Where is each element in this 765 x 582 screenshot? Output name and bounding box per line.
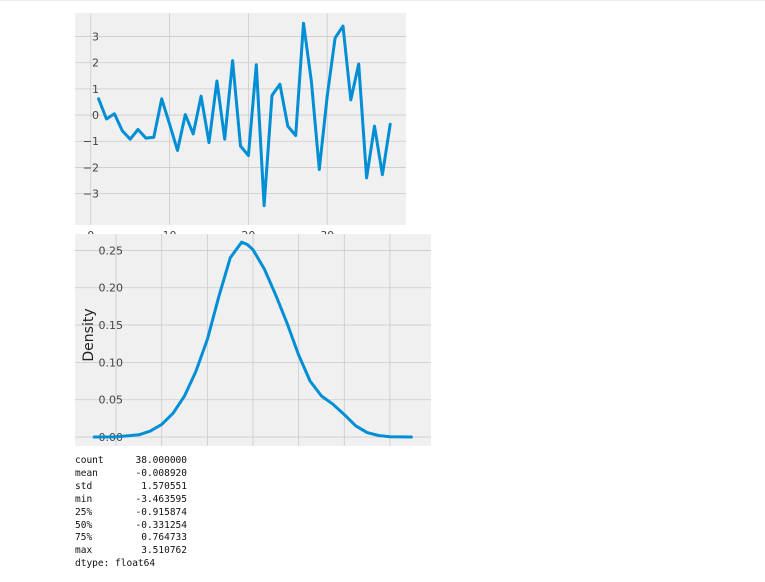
y-tick-label: 1 xyxy=(92,83,99,96)
stats-row: max 3.510762 xyxy=(75,545,187,558)
stats-row: mean -0.008920 xyxy=(75,468,187,481)
stats-row: count 38.000000 xyxy=(75,455,187,468)
stats-key: 75% xyxy=(75,532,125,545)
y-tick-label: 0.15 xyxy=(99,319,124,332)
y-tick-label: −1 xyxy=(83,135,99,148)
stats-value: 1.570551 xyxy=(125,481,187,494)
stats-value: -0.008920 xyxy=(125,468,187,481)
stats-row: 50% -0.331254 xyxy=(75,520,187,533)
y-tick-label: 2 xyxy=(92,57,99,70)
stats-value: 38.000000 xyxy=(125,455,187,468)
y-tick-label: −3 xyxy=(83,188,99,201)
y-axis-label: Density xyxy=(81,308,97,361)
stats-row: 75% 0.764733 xyxy=(75,532,187,545)
stats-row: std 1.570551 xyxy=(75,481,187,494)
stats-key: min xyxy=(75,494,125,507)
y-tick-label: 0.25 xyxy=(99,244,124,257)
stats-value: -0.915874 xyxy=(125,507,187,520)
y-tick-label: 0.05 xyxy=(99,394,124,407)
y-tick-label: 0 xyxy=(92,109,99,122)
stats-key: max xyxy=(75,545,125,558)
stats-value: -0.331254 xyxy=(125,520,187,533)
stats-value: 0.764733 xyxy=(125,532,187,545)
stats-key: 25% xyxy=(75,507,125,520)
stats-key: std xyxy=(75,481,125,494)
stats-row: 25% -0.915874 xyxy=(75,507,187,520)
describe-output: count 38.000000 mean -0.008920 std 1.570551 mi… xyxy=(75,455,187,571)
charts-canvas: 01020303210−1−2−3 −6−4−202460.250.200.15… xyxy=(0,0,765,450)
stats-row: min -3.463595 xyxy=(75,494,187,507)
dtype-line: dtype: float64 xyxy=(75,558,187,571)
stats-key: count xyxy=(75,455,125,468)
y-tick-label: −2 xyxy=(83,161,99,174)
y-tick-label: 3 xyxy=(92,31,99,44)
stats-value: -3.463595 xyxy=(125,494,187,507)
stats-key: mean xyxy=(75,468,125,481)
y-tick-label: 0.20 xyxy=(99,282,124,295)
stats-value: 3.510762 xyxy=(125,545,187,558)
density-chart: −6−4−202460.250.200.150.100.050.00 Densi… xyxy=(75,234,431,450)
stats-key: 50% xyxy=(75,520,125,533)
stats-table: count 38.000000 mean -0.008920 std 1.570551 mi… xyxy=(75,455,187,558)
line-chart: 01020303210−1−2−3 xyxy=(75,13,406,242)
y-tick-label: 0.10 xyxy=(99,356,124,369)
